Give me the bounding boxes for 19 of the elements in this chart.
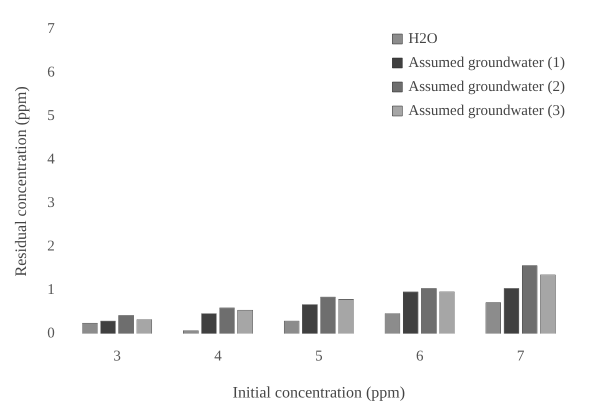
y-tick-label: 1 xyxy=(47,282,55,298)
y-tick-label: 3 xyxy=(47,195,55,212)
y-tick-label: 6 xyxy=(47,64,56,80)
x-tick-label: 4 xyxy=(214,348,222,365)
x-tick-label: 5 xyxy=(315,348,323,365)
x-tick-label: 3 xyxy=(113,348,121,365)
y-axis-title: Residual concentration (ppm) xyxy=(12,86,30,276)
x-axis-title: Initial concentration (ppm) xyxy=(232,384,406,402)
y-tick-label: 5 xyxy=(47,108,55,124)
y-tick-label: 7 xyxy=(47,20,56,37)
legend-label: Assumed groundwater (1) xyxy=(408,54,566,71)
legend-label: H2O xyxy=(408,30,438,47)
y-tick-label: 0 xyxy=(47,326,55,342)
legend-label: Assumed groundwater (2) xyxy=(408,78,566,95)
y-tick-label: 4 xyxy=(47,152,56,168)
x-tick-label: 7 xyxy=(516,348,525,365)
legend-label: Assumed groundwater (3) xyxy=(408,102,566,119)
y-tick-label: 2 xyxy=(47,238,55,255)
x-tick-label: 6 xyxy=(416,348,424,365)
